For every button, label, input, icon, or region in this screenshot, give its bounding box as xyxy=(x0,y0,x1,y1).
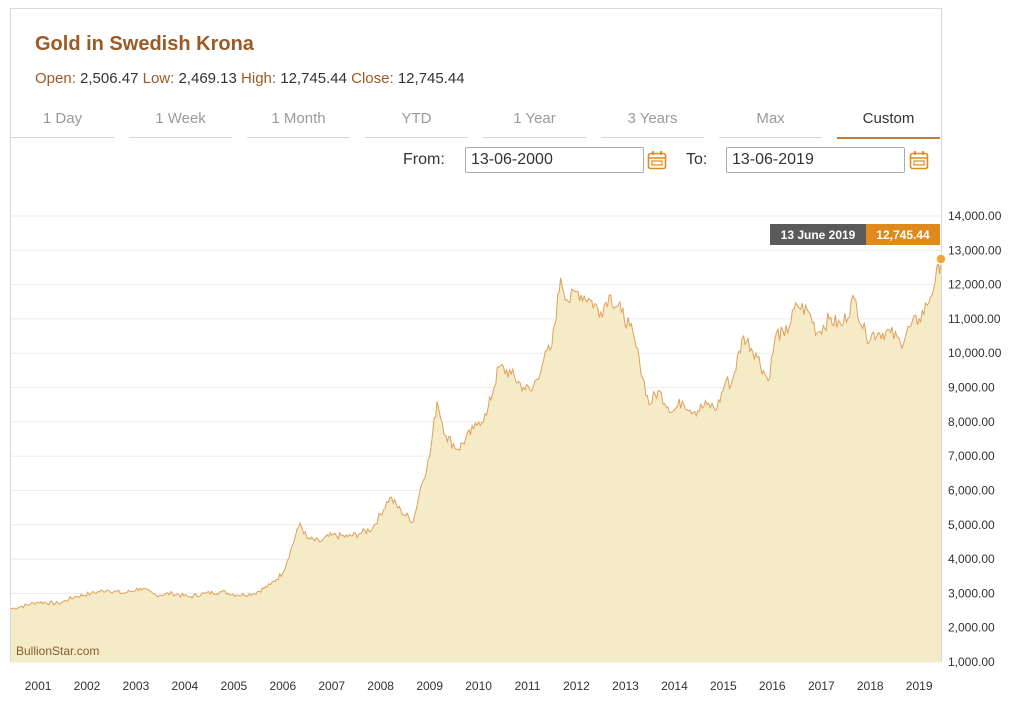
y-tick-label: 11,000.00 xyxy=(948,312,1001,326)
x-tick-label: 2002 xyxy=(74,679,101,693)
y-tick-label: 2,000.00 xyxy=(948,621,995,635)
x-tick-label: 2011 xyxy=(515,679,541,693)
y-tick-label: 12,000.00 xyxy=(948,278,1002,292)
y-tick-label: 1,000.00 xyxy=(948,655,995,669)
tooltip-value: 12,745.44 xyxy=(876,228,930,242)
tab-ytd[interactable]: YTD xyxy=(365,108,468,138)
tooltip-date-box xyxy=(770,224,866,245)
x-tick-label: 2006 xyxy=(269,679,296,693)
ohlc-summary: Open: 2,506.47 Low: 2,469.13 High: 12,74… xyxy=(35,70,465,87)
x-tick-label: 2014 xyxy=(661,679,688,693)
y-tick-label: 5,000.00 xyxy=(948,518,995,532)
chart-title: Gold in Swedish Krona xyxy=(35,33,254,55)
y-tick-label: 3,000.00 xyxy=(948,586,995,600)
x-tick-label: 2013 xyxy=(612,679,639,693)
x-tick-label: 2008 xyxy=(367,679,394,693)
range-tabs: 1 Day 1 Week 1 Month YTD 1 Year 3 Years … xyxy=(11,108,941,139)
y-tick-label: 10,000.00 xyxy=(948,346,1002,360)
y-tick-label: 4,000.00 xyxy=(948,552,995,566)
x-tick-label: 2019 xyxy=(906,679,933,693)
price-line xyxy=(10,259,942,610)
chart-panel xyxy=(10,8,942,662)
tab-custom[interactable]: Custom xyxy=(837,108,940,139)
tab-1-day[interactable]: 1 Day xyxy=(11,108,114,138)
y-axis-labels: 1,000.00 2,000.00 3,000.00 4,000.00 5,000.00… xyxy=(948,209,1002,669)
tooltip-date: 13 June 2019 xyxy=(781,228,856,242)
price-tooltip: 13 June 2019 12,745.44 xyxy=(770,224,940,245)
tab-max[interactable]: Max xyxy=(719,108,822,138)
x-tick-label: 2003 xyxy=(123,679,150,693)
y-tick-label: 7,000.00 xyxy=(948,449,995,463)
price-area xyxy=(11,259,941,662)
x-tick-label: 2012 xyxy=(563,679,590,693)
latest-price-marker xyxy=(935,253,947,265)
to-date-input[interactable] xyxy=(726,147,905,173)
high-value: 12,745.44 xyxy=(280,70,347,87)
from-date-input[interactable] xyxy=(465,147,644,173)
from-calendar-icon[interactable] xyxy=(647,150,667,170)
tab-1-week[interactable]: 1 Week xyxy=(129,108,232,138)
x-tick-label: 2004 xyxy=(171,679,198,693)
x-tick-label: 2017 xyxy=(808,679,835,693)
low-label: Low: xyxy=(142,70,175,87)
to-label: To: xyxy=(686,151,708,168)
y-tick-label: 14,000.00 xyxy=(948,209,1002,223)
close-label: Close: xyxy=(351,70,394,87)
x-tick-label: 2001 xyxy=(25,679,52,693)
y-tick-label: 9,000.00 xyxy=(948,381,995,395)
low-value: 2,469.13 xyxy=(178,70,237,87)
x-tick-label: 2009 xyxy=(416,679,443,693)
y-tick-label: 8,000.00 xyxy=(948,415,995,429)
x-tick-label: 2016 xyxy=(759,679,786,693)
open-value: 2,506.47 xyxy=(80,70,139,87)
x-tick-label: 2007 xyxy=(318,679,345,693)
to-calendar-icon[interactable] xyxy=(909,150,929,170)
x-tick-label: 2005 xyxy=(221,679,248,693)
from-label: From: xyxy=(403,151,445,168)
tab-1-year[interactable]: 1 Year xyxy=(483,108,586,138)
tab-3-years[interactable]: 3 Years xyxy=(601,108,704,138)
open-label: Open: xyxy=(35,70,76,87)
x-axis-labels: 2001 2002 2003 2004 2005 2006 2007 2008 2009 2010… xyxy=(25,679,933,693)
x-tick-label: 2010 xyxy=(465,679,492,693)
watermark-logo: BullionStar.com xyxy=(16,644,100,658)
high-label: High: xyxy=(241,70,277,87)
tooltip-value-box xyxy=(866,224,940,245)
tab-1-month[interactable]: 1 Month xyxy=(247,108,350,138)
close-value: 12,745.44 xyxy=(397,70,465,87)
x-tick-label: 2015 xyxy=(710,679,737,693)
x-tick-label: 2018 xyxy=(857,679,884,693)
y-tick-label: 6,000.00 xyxy=(948,483,995,497)
y-tick-label: 13,000.00 xyxy=(948,243,1002,257)
